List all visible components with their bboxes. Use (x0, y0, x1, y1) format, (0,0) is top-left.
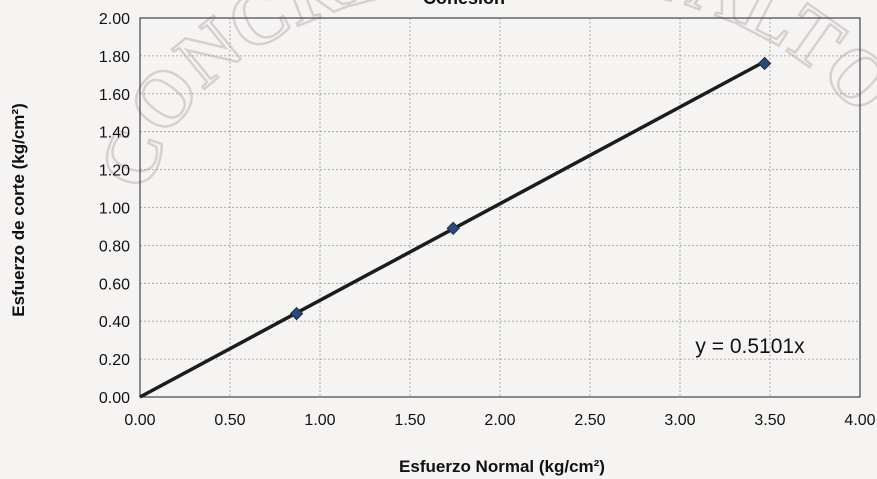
y-tick-label: 1.00 (99, 201, 130, 218)
data-point-marker (757, 56, 772, 71)
x-tick-label: 3.50 (754, 412, 785, 429)
x-axis-title: Esfuerzo Normal (kg/cm²) (399, 457, 605, 476)
data-points (289, 56, 772, 321)
watermark-stamp: CONCRETO, ASFALTO E (0, 0, 877, 199)
y-tick-labels: 0.00 0.20 0.40 0.60 0.80 1.00 1.20 1.40 1.60 1.80… (99, 11, 130, 407)
x-tick-label: 0.00 (124, 412, 155, 429)
data-point-marker (446, 221, 460, 236)
trendline-equation: y = 0.5101x (695, 335, 805, 358)
svg-text:CONCRETO, ASFALTO E: CONCRETO, ASFALTO E (0, 0, 877, 198)
y-tick-label: 0.20 (99, 352, 130, 369)
x-tick-label: 1.00 (304, 412, 335, 429)
y-tick-label: 1.80 (99, 49, 130, 66)
y-tick-label: 0.80 (99, 238, 130, 255)
y-tick-label: 1.20 (99, 163, 130, 180)
y-tick-label: 0.60 (99, 276, 130, 293)
y-tick-label: 2.00 (99, 11, 130, 28)
y-tick-label: 1.60 (99, 87, 130, 104)
watermark-text: CONCRETO, ASFALTO E (0, 0, 877, 199)
x-tick-labels: 0.00 0.50 1.00 1.50 2.00 2.50 3.00 3.50 4.00 (124, 412, 875, 429)
data-point-marker (289, 306, 304, 321)
chart-title: Cohesión (423, 0, 505, 8)
x-tick-label: 4.00 (844, 412, 875, 429)
y-tick-label: 0.40 (99, 314, 130, 331)
x-tick-label: 2.50 (574, 412, 605, 429)
x-tick-label: 1.50 (394, 412, 425, 429)
y-tick-label: 0.00 (99, 390, 130, 407)
x-tick-label: 3.00 (664, 412, 695, 429)
y-axis-title: Esfuerzo de corte (kg/cm²) (9, 103, 28, 317)
x-tick-label: 0.50 (214, 412, 245, 429)
plot-area (139, 17, 861, 398)
x-tick-label: 2.00 (484, 412, 515, 429)
y-tick-label: 1.40 (99, 125, 130, 142)
